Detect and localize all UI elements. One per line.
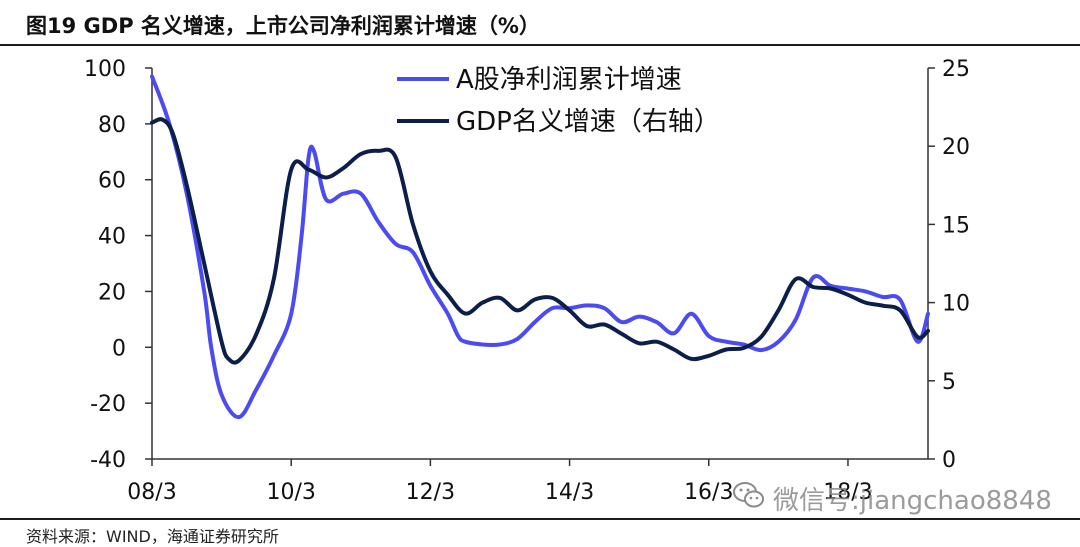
left-axis: 100 80 60 40 20 0 -20 -40 <box>84 57 153 473</box>
line-chart: 100 80 60 40 20 0 -20 -40 25 20 15 10 5 0 08/3 10/3 12… <box>84 57 970 505</box>
x-tick-label: 18/3 <box>823 480 872 505</box>
series-lines <box>150 74 930 420</box>
right-tick-label: 20 <box>942 135 970 160</box>
source-bar: 资料来源：WIND，海通证券研究所 <box>0 518 1080 547</box>
x-tick-label: 16/3 <box>684 480 733 505</box>
x-tick-label: 12/3 <box>406 480 455 505</box>
left-tick-label: 60 <box>98 169 126 194</box>
left-tick-label: 20 <box>98 280 126 305</box>
right-axis: 25 20 15 10 5 0 <box>927 57 970 473</box>
left-tick-label: 100 <box>84 57 126 82</box>
left-tick-label: -40 <box>90 448 126 473</box>
series-line-profit <box>150 74 930 420</box>
right-tick-label: 10 <box>942 292 970 317</box>
chart-title: 图19 GDP 名义增速，上市公司净利润累计增速（%） <box>26 14 540 38</box>
x-tick-label: 08/3 <box>127 480 176 505</box>
left-tick-label: 0 <box>112 336 126 361</box>
right-tick-label: 25 <box>942 57 970 82</box>
x-tick-label: 10/3 <box>266 480 315 505</box>
wechat-icon <box>733 482 764 508</box>
title-bar: 图19 GDP 名义增速，上市公司净利润累计增速（%） <box>0 0 1080 46</box>
left-tick-label: -20 <box>90 392 126 417</box>
legend-label: GDP名义增速（右轴） <box>456 107 720 137</box>
right-tick-label: 0 <box>942 448 956 473</box>
source-note: 资料来源：WIND，海通证券研究所 <box>26 527 279 546</box>
x-tick-label: 14/3 <box>545 480 594 505</box>
legend: A股净利润累计增速 GDP名义增速（右轴） <box>397 65 720 137</box>
x-axis: 08/3 10/3 12/3 14/3 16/3 18/3 <box>127 458 928 505</box>
right-tick-label: 15 <box>942 213 970 238</box>
legend-label: A股净利润累计增速 <box>456 65 682 95</box>
right-tick-label: 5 <box>942 370 956 395</box>
series-line-gdp <box>150 117 930 365</box>
left-tick-label: 40 <box>98 225 126 250</box>
watermark-text: 微信号:jiangchao8848 <box>773 486 1052 516</box>
left-tick-label: 80 <box>98 113 126 138</box>
